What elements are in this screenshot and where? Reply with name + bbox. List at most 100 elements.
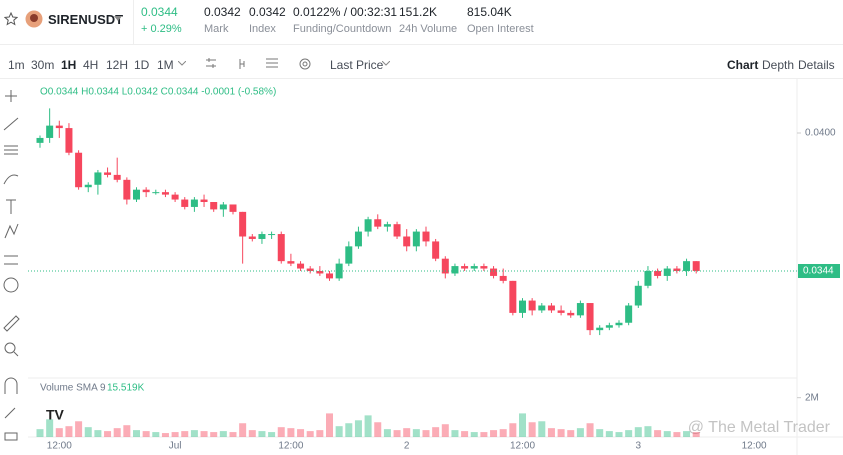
volume-bar [374, 422, 382, 437]
candle-body [547, 305, 555, 311]
favorite-star[interactable] [4, 12, 18, 26]
volume-bar [403, 428, 411, 437]
stat-value: 0.0342 [204, 5, 241, 19]
volume-bar [615, 432, 623, 437]
price-type-caret[interactable] [382, 61, 390, 67]
candle-body [596, 327, 604, 331]
candle-body [557, 310, 565, 313]
volume-bar [470, 432, 478, 437]
volume-bar [287, 428, 295, 437]
stat-value: 0.0342 [249, 5, 286, 19]
candle-body [316, 271, 324, 274]
volume-bar [84, 427, 92, 437]
candle-body [277, 234, 285, 262]
interval-caret[interactable] [178, 61, 186, 67]
volume-bar [306, 431, 314, 437]
candle-body [576, 303, 584, 316]
volume-bar [94, 430, 102, 437]
volume-bar [55, 428, 63, 437]
volume-bar [393, 430, 401, 437]
tab-active[interactable]: Chart [727, 58, 759, 72]
volume-bar [499, 429, 507, 437]
interval[interactable]: 4H [83, 58, 99, 72]
volume-bar [634, 427, 642, 437]
volume-bar [345, 423, 353, 437]
candle-body [451, 266, 459, 274]
volume-bar [297, 429, 305, 437]
candle-body [364, 219, 372, 232]
tab[interactable]: Depth [762, 58, 795, 72]
tab[interactable]: Details [798, 58, 835, 72]
candle-body [683, 261, 691, 272]
symbol-caret[interactable] [114, 16, 122, 22]
candle-body [239, 211, 247, 237]
stat-value: 815.04K [467, 5, 512, 19]
x-tick-label: 12:00 [510, 441, 535, 452]
stat-label: Index [249, 23, 276, 35]
price-change: + 0.29% [141, 23, 182, 35]
divider [133, 0, 134, 44]
volume-bar [104, 431, 112, 437]
toolbar-icons[interactable] [200, 56, 320, 72]
interval-active[interactable]: 1H [61, 58, 77, 72]
candle-body [538, 305, 546, 311]
interval[interactable]: 1D [134, 58, 150, 72]
volume-bar [480, 432, 488, 437]
candle-body [528, 300, 536, 311]
candle-body [142, 189, 150, 193]
chart: O0.0344 H0.0344 L0.0342 C0.0344 -0.0001 … [3, 78, 843, 455]
volume-bar [538, 421, 546, 437]
candle-body [113, 174, 121, 180]
candle-body [133, 189, 140, 200]
candle-body [692, 261, 700, 272]
volume-bar [75, 421, 83, 437]
volume-bar [654, 430, 662, 437]
volume-bar [490, 430, 498, 437]
volume-bar [354, 420, 362, 437]
interval[interactable]: 12H [106, 58, 129, 72]
candle-body [123, 179, 131, 200]
volume-bar [46, 419, 54, 437]
volume-bar [123, 425, 131, 437]
stat-label: Funding/Countdown [293, 23, 392, 35]
candle-body [210, 202, 218, 210]
candle-body [673, 268, 681, 272]
y-tick-label: 0.0400 [805, 128, 836, 139]
candle-body [75, 152, 83, 188]
candle-body [461, 266, 469, 269]
volume-bar [557, 429, 565, 437]
symbol[interactable]: SIRENUSDT [48, 12, 124, 27]
volume-bar [528, 422, 536, 437]
candle-body [654, 271, 662, 276]
candle-body [480, 266, 488, 269]
volume-bar [161, 433, 169, 437]
interval[interactable]: 1M [157, 58, 174, 72]
candle-body [335, 263, 343, 279]
candle-body [306, 268, 314, 272]
candle-body [104, 172, 112, 175]
interval[interactable]: 1m [8, 58, 25, 72]
candle-body [268, 234, 276, 236]
volume-bar [316, 430, 324, 437]
candle-body [403, 236, 411, 247]
volume-title: Volume SMA 9 [40, 383, 106, 394]
candle-body [567, 312, 575, 316]
volume-bar [142, 431, 150, 437]
volume-bar [644, 426, 652, 437]
candle-body [470, 266, 478, 269]
volume-bar [219, 431, 227, 437]
price-type[interactable]: Last Price [330, 58, 384, 72]
volume-bar [152, 432, 160, 437]
candle-body [46, 125, 54, 138]
volume-bar [692, 432, 700, 437]
volume-bar [673, 432, 681, 437]
interval[interactable]: 30m [31, 58, 55, 72]
volume-bar [576, 428, 584, 437]
candle-body [499, 275, 507, 281]
drawing-tools[interactable] [3, 90, 20, 441]
candle-body [258, 234, 266, 239]
candle-body [152, 192, 160, 194]
candle-body [36, 137, 44, 143]
last-price-label: 0.0344 [803, 266, 834, 277]
volume-bar [248, 430, 256, 437]
